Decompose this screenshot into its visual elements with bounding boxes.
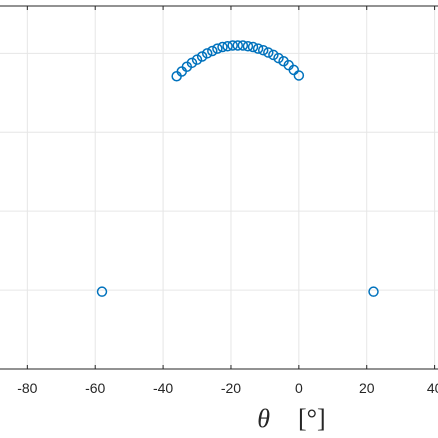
x-tick-label-5: 20 bbox=[359, 380, 375, 396]
data-point-0-4 bbox=[191, 54, 203, 65]
data-point-0-11 bbox=[227, 40, 238, 51]
data-point-0-7 bbox=[207, 45, 218, 57]
data-point-0-25 bbox=[96, 286, 108, 297]
data-point-0-10 bbox=[222, 40, 233, 52]
data-point-0-19 bbox=[268, 49, 279, 61]
x-axis-unit: [°] bbox=[298, 404, 326, 433]
x-tick-label-2: -40 bbox=[153, 380, 173, 396]
data-point-0-8 bbox=[212, 43, 223, 54]
x-axis-symbol: θ bbox=[257, 404, 270, 433]
data-point-0-18 bbox=[263, 47, 274, 58]
grid bbox=[0, 6, 438, 370]
data-point-0-17 bbox=[257, 44, 269, 56]
data-point-0-14 bbox=[242, 40, 254, 52]
axes bbox=[0, 5, 438, 370]
x-tick-label-1: -60 bbox=[85, 380, 105, 396]
data-point-0-16 bbox=[252, 43, 264, 54]
x-tick-label-3: -20 bbox=[221, 380, 241, 396]
data-point-0-26 bbox=[368, 286, 379, 297]
data-point-0-20 bbox=[273, 52, 284, 64]
data-point-0-24 bbox=[293, 70, 305, 81]
data-point-0-13 bbox=[237, 40, 249, 51]
x-tick-label-0: -80 bbox=[17, 380, 37, 396]
data-point-0-6 bbox=[201, 48, 213, 59]
data-point-0-15 bbox=[247, 41, 259, 53]
x-ticks: -80 -60 -40 -20 0 20 40 bbox=[17, 6, 438, 396]
data-point-0-12 bbox=[232, 40, 244, 51]
data-points bbox=[96, 40, 379, 297]
data-point-0-5 bbox=[196, 51, 208, 62]
data-point-0-3 bbox=[186, 57, 198, 69]
x-tick-label-6: 40 bbox=[427, 380, 438, 396]
data-point-0-9 bbox=[217, 41, 228, 53]
x-tick-label-4: 0 bbox=[295, 380, 303, 396]
